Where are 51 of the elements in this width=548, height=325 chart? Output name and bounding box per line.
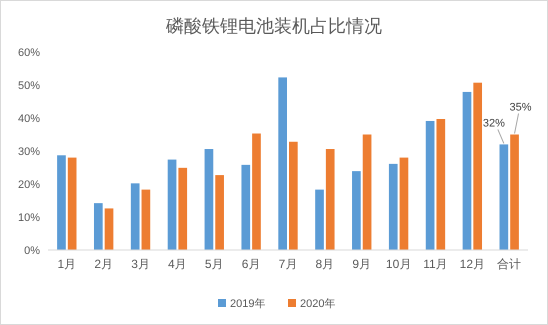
bar	[204, 149, 214, 250]
legend-label: 2019年	[230, 298, 266, 310]
bar	[426, 120, 434, 250]
x-tick-label: 1月	[57, 257, 76, 271]
bar	[289, 142, 298, 250]
legend-label: 2020年	[300, 298, 336, 310]
bar	[436, 118, 446, 250]
y-tick-label: 30%	[18, 146, 40, 158]
bar	[388, 164, 398, 250]
y-tick-label: 10%	[18, 212, 40, 224]
data-label: 32%	[482, 117, 506, 130]
y-tick-label: 20%	[18, 178, 40, 191]
bar	[326, 149, 335, 250]
bar	[315, 190, 324, 250]
x-tick-label: 11月	[423, 257, 448, 271]
x-tick-label: 5月	[204, 257, 224, 271]
bar	[178, 168, 188, 250]
bar	[168, 160, 176, 250]
x-tick-label: 3月	[131, 257, 150, 271]
y-tick-label: 0%	[24, 244, 40, 257]
x-tick-label: 合计	[497, 257, 522, 271]
x-tick-label: 9月	[352, 257, 372, 271]
x-tick-label: 10月	[386, 257, 412, 271]
bar	[352, 171, 361, 250]
bar	[130, 183, 140, 250]
bar	[68, 158, 76, 250]
bar	[510, 134, 519, 250]
bar	[252, 134, 261, 250]
y-tick-label: 40%	[18, 112, 40, 125]
y-tick-label: 50%	[18, 80, 40, 92]
x-tick-label: 7月	[278, 257, 298, 271]
bar	[215, 175, 224, 250]
x-tick-label: 2月	[94, 257, 114, 271]
chart-title: 磷酸铁锂电池装机占比情况	[165, 16, 382, 36]
bar	[473, 82, 482, 250]
bar	[241, 164, 250, 250]
bar	[400, 158, 408, 250]
data-label: 35%	[510, 102, 532, 114]
bar	[500, 144, 508, 250]
x-tick-label: 4月	[168, 257, 187, 271]
x-tick-label: 12月	[460, 257, 486, 271]
bar	[94, 203, 103, 250]
bar	[462, 92, 472, 250]
x-tick-label: 8月	[316, 257, 334, 271]
bar	[362, 134, 372, 250]
bar	[104, 208, 114, 250]
y-tick-label: 60%	[18, 46, 40, 59]
bar	[142, 190, 150, 250]
bar	[278, 77, 287, 250]
bar	[57, 155, 66, 250]
x-tick-label: 6月	[242, 257, 260, 271]
